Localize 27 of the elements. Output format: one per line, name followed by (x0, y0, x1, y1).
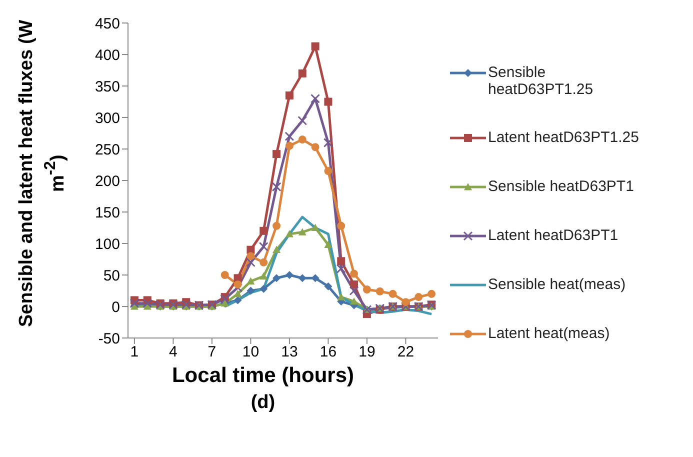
x-tick-label: 1 (130, 344, 139, 361)
x-axis-title: Local time (hours) (172, 364, 354, 388)
x-tick-label: 16 (320, 344, 337, 361)
legend-label: Sensible heatD63PT1.25 (488, 64, 594, 98)
y-tick-label: 450 (94, 15, 120, 32)
legend-label: Sensible heatD63PT1 (488, 178, 634, 194)
y-tick-label: 150 (94, 204, 120, 222)
text: (d) (250, 392, 276, 414)
y-tick-label: 400 (94, 46, 120, 64)
y-tick-label: 100 (94, 236, 120, 253)
y-tick-label: 300 (94, 110, 120, 127)
x-tick-label: 22 (397, 344, 414, 361)
y-tick-label: -50 (98, 330, 120, 348)
y-tick-label: 200 (94, 172, 120, 190)
legend-label: Latent heatD63PT1 (488, 226, 618, 244)
legend-label: Latent heatD63PT1.25 (488, 128, 639, 146)
x-tick-label: 10 (242, 344, 260, 361)
legend-label: Sensible heat(meas) (488, 276, 626, 292)
x-tick-label: 13 (281, 344, 298, 361)
x-tick-label: 4 (169, 344, 178, 361)
y-tick-label: 0 (112, 298, 120, 316)
x-tick-label: 19 (358, 344, 376, 361)
y-tick-label: 350 (94, 78, 120, 96)
x-tick-label: 7 (208, 344, 216, 361)
legend-label: Latent heat(meas) (488, 324, 610, 342)
y-tick-label: 250 (94, 141, 120, 158)
y-tick-label: 50 (103, 267, 120, 284)
